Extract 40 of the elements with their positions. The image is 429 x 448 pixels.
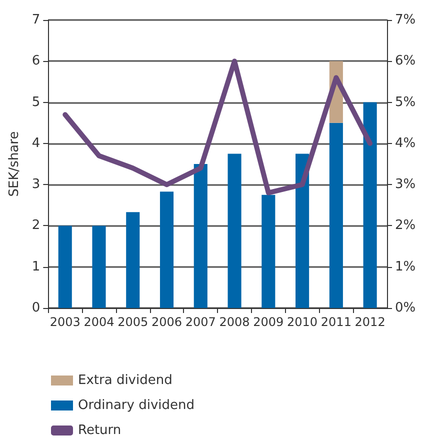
y2-tick-label: 6%: [395, 54, 416, 69]
y-tick-label: 7: [32, 12, 40, 28]
x-tick-label: 2006: [151, 315, 182, 329]
y-axis-title: SEK/share: [7, 131, 22, 197]
bar: [160, 192, 174, 308]
y2-tick-label: 7%: [395, 12, 416, 28]
bar: [329, 122, 343, 308]
y-tick-label: 4: [32, 136, 40, 151]
bar: [228, 154, 242, 308]
x-tick-label: 2009: [253, 315, 284, 329]
y-tick-label: 0: [32, 300, 40, 316]
bar: [363, 102, 377, 308]
bar: [58, 226, 72, 308]
legend-label: Return: [78, 423, 122, 438]
x-tick-label: 2008: [219, 315, 250, 329]
x-tick-label: 2011: [320, 315, 352, 329]
y-tick-label: 1: [32, 259, 40, 274]
y-tick-label: 3: [32, 177, 40, 192]
x-tick-label: 2005: [118, 315, 148, 329]
y2-tick-label: 5%: [395, 94, 416, 110]
y2-tick-label: 0%: [395, 300, 416, 316]
bar: [126, 212, 140, 308]
legend-label: Ordinary dividend: [78, 398, 194, 413]
x-tick-label: 2012: [354, 315, 386, 329]
bar: [296, 154, 310, 308]
legend-label: Extra dividend: [78, 373, 172, 388]
x-tick-label: 2007: [185, 315, 216, 329]
y2-tick-label: 4%: [395, 136, 416, 151]
x-tick-label: 2010: [287, 315, 318, 329]
y2-tick-label: 3%: [395, 177, 416, 192]
y2-tick-label: 2%: [395, 218, 416, 234]
x-tick-label: 2004: [84, 315, 114, 329]
y-tick-label: 2: [32, 218, 40, 234]
y-tick-label: 5: [32, 94, 40, 110]
y-tick-label: 6: [32, 54, 40, 69]
bar: [194, 164, 208, 308]
y2-tick-label: 1%: [395, 259, 416, 274]
bar: [92, 226, 106, 308]
x-tick-label: 2003: [50, 315, 80, 329]
bar: [262, 194, 276, 308]
